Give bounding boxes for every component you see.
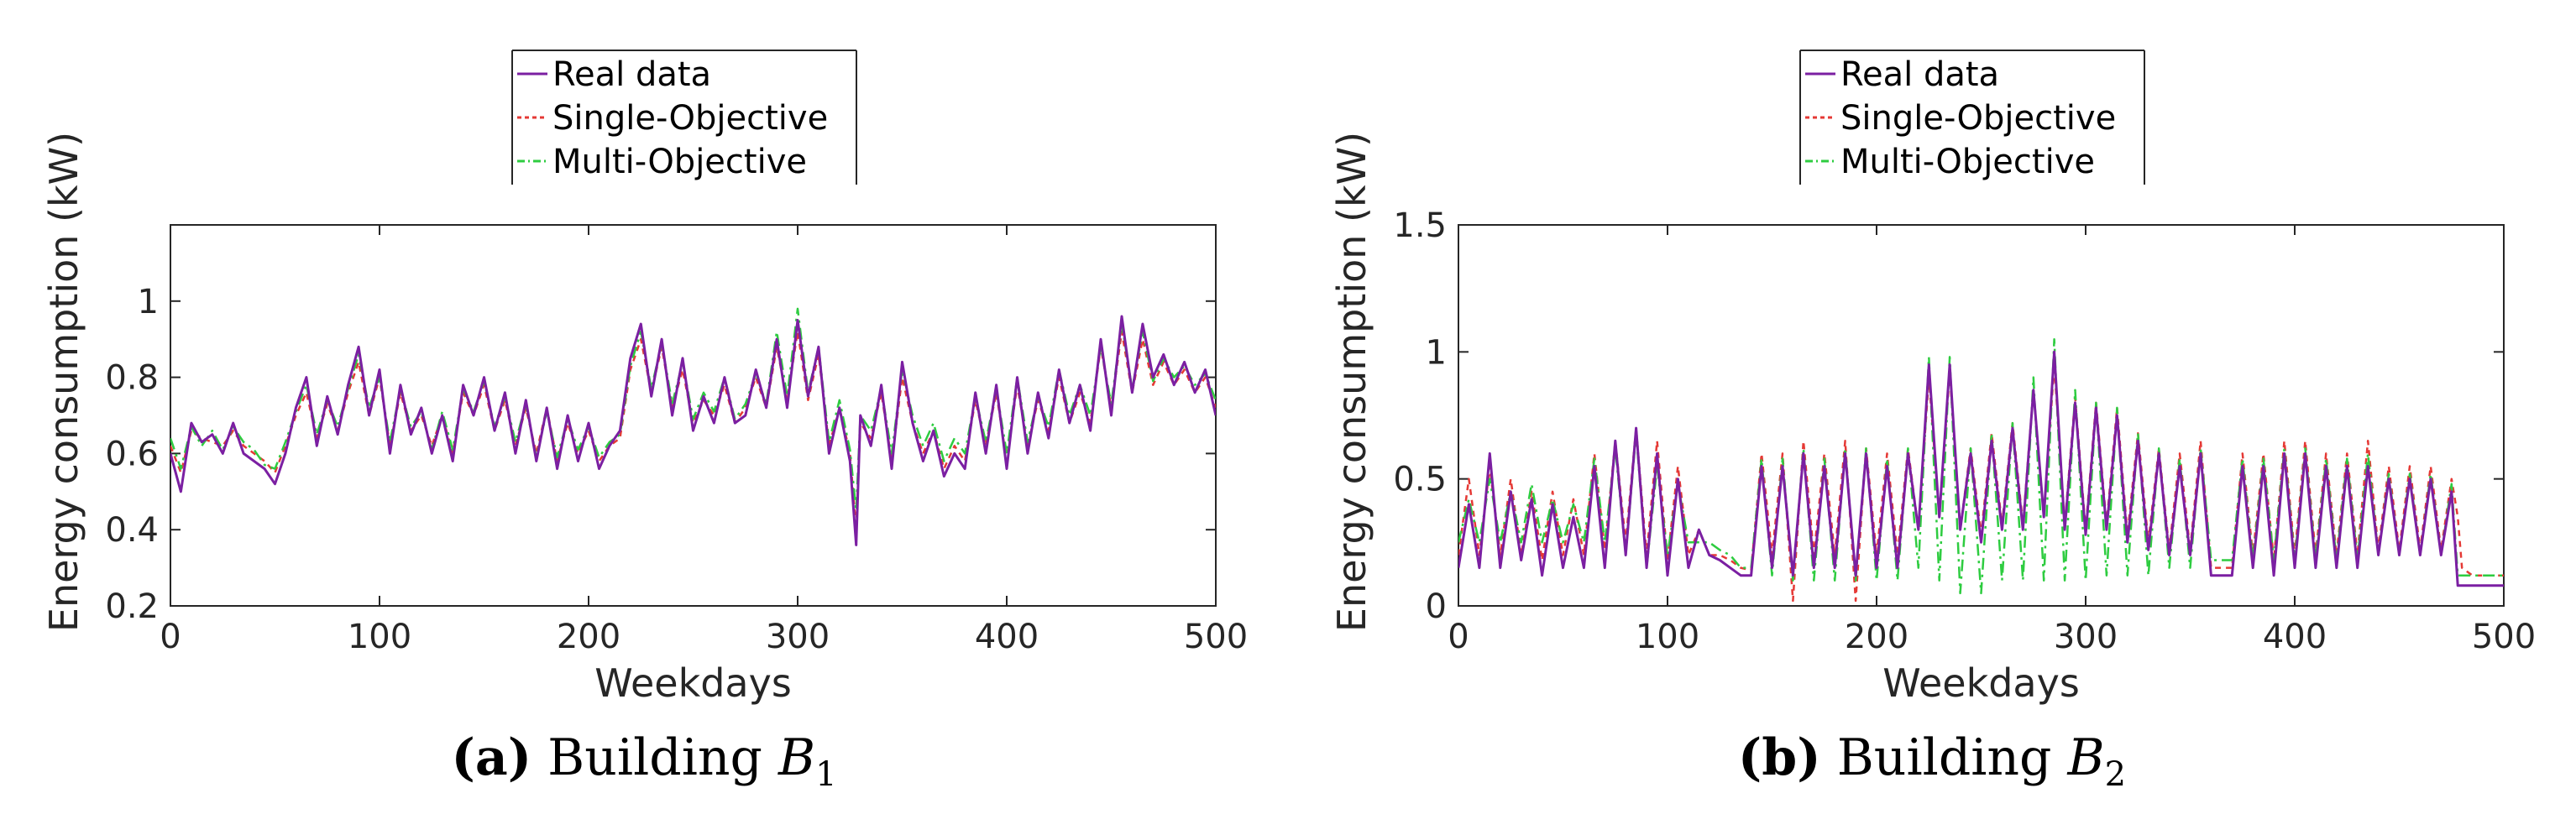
x-tick-label: 200 [1845, 618, 1908, 656]
x-tick-label: 300 [2054, 618, 2118, 656]
panel-building-b2: 0 100 200 300 400 500 0 0.5 1 1.5 Weekdays Energy c… [1288, 0, 2576, 835]
y-tick-label: 0.6 [105, 435, 159, 473]
caption-subscript: 1 [815, 755, 837, 794]
legend-entry: Multi-Objective [1840, 143, 2095, 181]
y-tick-label: 1 [1426, 333, 1447, 372]
legend-entry: Single-Objective [552, 99, 828, 138]
caption-symbol: B [2067, 728, 2105, 787]
caption-building-b2: (b) Building B2 [1288, 728, 2576, 794]
chart-building-b1: 0 100 200 300 400 500 0.2 0.4 0.6 0.8 1 Weekdays Ene… [41, 50, 1248, 706]
legend: Real data Single-Objective Multi-Objective [1799, 50, 2145, 185]
x-tick-label: 200 [557, 618, 620, 656]
x-tick-label: 300 [766, 618, 830, 656]
legend-entry: Single-Objective [1840, 99, 2116, 138]
x-tick-label: 400 [975, 618, 1039, 656]
caption-symbol: B [778, 728, 816, 787]
y-axis-label: Energy consumption (kW) [1329, 132, 1374, 632]
series-line-real-data [170, 315, 1216, 546]
panel-building-b1: 0 100 200 300 400 500 0.2 0.4 0.6 0.8 1 Weekdays Ene… [0, 50, 1288, 794]
plot-area [1458, 224, 2505, 607]
y-tick-label: 0.2 [105, 587, 159, 626]
y-tick-label: 0 [1426, 587, 1447, 626]
y-tick-label: 0.5 [1393, 461, 1447, 499]
y-axis-label: Energy consumption (kW) [41, 132, 86, 632]
y-tick-label: 1.5 [1393, 206, 1447, 245]
series-line-single-objective [1458, 363, 2504, 603]
legend-entry: Real data [1840, 55, 1999, 94]
legend: Real data Single-Objective Multi-Objective [511, 50, 857, 185]
y-tick-label: 0.8 [105, 359, 159, 398]
x-tick-label: 100 [1636, 618, 1699, 656]
x-tick-label: 500 [2472, 618, 2536, 656]
x-tick-label: 100 [348, 618, 411, 656]
series-line-real-data [1458, 350, 2504, 587]
caption-building-b1: (a) Building B1 [0, 728, 1288, 794]
x-axis-label: Weekdays [594, 660, 792, 706]
panel-label: (b) [1737, 728, 1821, 787]
x-tick-label: 0 [160, 618, 181, 656]
x-tick-label: 500 [1184, 618, 1248, 656]
legend-entry: Real data [552, 55, 711, 94]
x-tick-label: 0 [1448, 618, 1469, 656]
caption-subscript: 2 [2104, 755, 2127, 794]
chart-building-b2: 0 100 200 300 400 500 0 0.5 1 1.5 Weekdays Energy c… [1329, 50, 2536, 706]
y-tick-label: 0.4 [105, 511, 159, 550]
caption-text: Building [547, 728, 762, 787]
caption-text: Building [1836, 728, 2052, 787]
y-tick-label: 1 [138, 283, 159, 321]
x-tick-label: 400 [2263, 618, 2327, 656]
panel-label: (a) [451, 728, 532, 787]
legend-entry: Multi-Objective [552, 143, 807, 181]
series-line-multi-objective [170, 307, 1216, 512]
x-axis-label: Weekdays [1882, 660, 2080, 706]
